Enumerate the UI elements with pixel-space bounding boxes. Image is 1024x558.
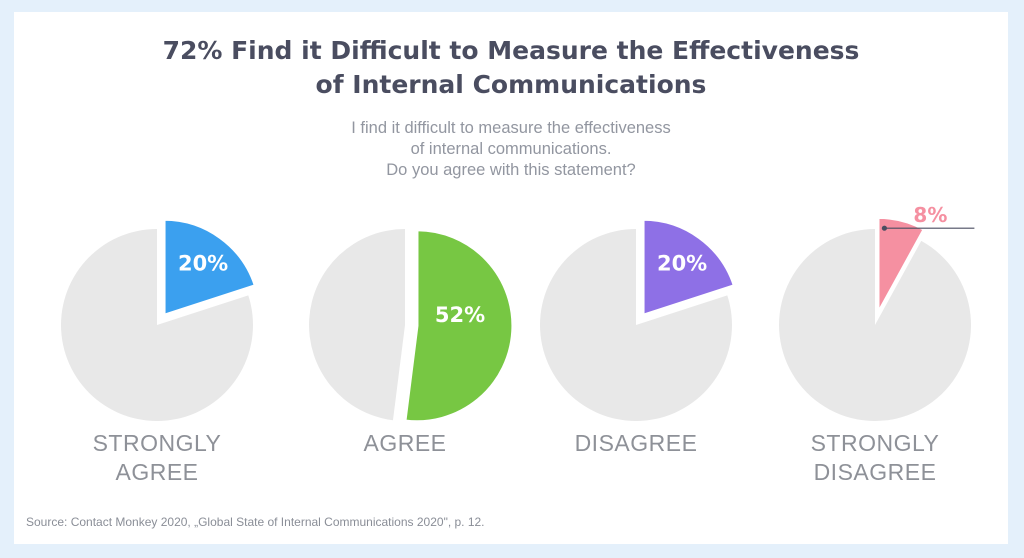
chart-title-line-1: 72% Find it Difficult to Measure the Eff… xyxy=(162,36,860,65)
pie-charts: 20% 52% 20% 8% xyxy=(61,203,975,424)
pie-slice-strongly-agree xyxy=(162,217,258,318)
value-label-agree: 52% xyxy=(435,303,485,327)
survey-question: I find it difficult to measure the effec… xyxy=(14,118,1008,181)
chart-title: 72% Find it Difficult to Measure the Eff… xyxy=(14,34,1008,102)
pie-slice-agree xyxy=(403,228,515,424)
category-label-line: AGREE xyxy=(363,430,447,456)
pie-strongly-agree: 20% xyxy=(61,217,258,422)
category-label-strongly-agree: STRONGLY AGREE xyxy=(47,429,267,487)
survey-question-line-2: of internal communications. xyxy=(410,140,612,158)
pie-rest-disagree xyxy=(540,229,732,422)
pie-strongly-disagree: 8% xyxy=(779,203,975,421)
pie-agree: 52% xyxy=(309,228,515,424)
category-label-line: DISAGREE xyxy=(813,459,937,485)
value-label-strongly-agree: 20% xyxy=(178,251,228,275)
chart-title-line-2: of Internal Communications xyxy=(315,70,707,99)
category-label-line: STRONGLY xyxy=(92,430,222,456)
pie-disagree: 20% xyxy=(540,217,737,422)
survey-question-line-3: Do you agree with this statement? xyxy=(386,161,636,179)
category-label-disagree: DISAGREE xyxy=(526,429,746,458)
pie-rest-strongly-agree xyxy=(61,229,254,422)
pie-rest-agree xyxy=(309,229,405,421)
pie-slice-strongly-disagree xyxy=(876,215,927,315)
category-label-strongly-disagree: STRONGLY DISAGREE xyxy=(765,429,985,487)
category-label-line: AGREE xyxy=(115,459,199,485)
value-label-strongly-disagree: 8% xyxy=(913,203,947,227)
source-note: Source: Contact Monkey 2020, „Global Sta… xyxy=(26,515,485,529)
survey-question-line-1: I find it difficult to measure the effec… xyxy=(351,119,671,137)
pie-rest-strongly-disagree xyxy=(779,229,972,421)
infographic-card: 72% Find it Difficult to Measure the Eff… xyxy=(14,12,1008,544)
leader-dot-strongly-disagree xyxy=(881,225,888,231)
category-label-line: STRONGLY xyxy=(810,430,940,456)
category-label-line: DISAGREE xyxy=(574,430,698,456)
value-label-disagree: 20% xyxy=(657,251,707,275)
category-label-agree: AGREE xyxy=(295,429,515,458)
pie-slice-disagree xyxy=(641,217,737,318)
